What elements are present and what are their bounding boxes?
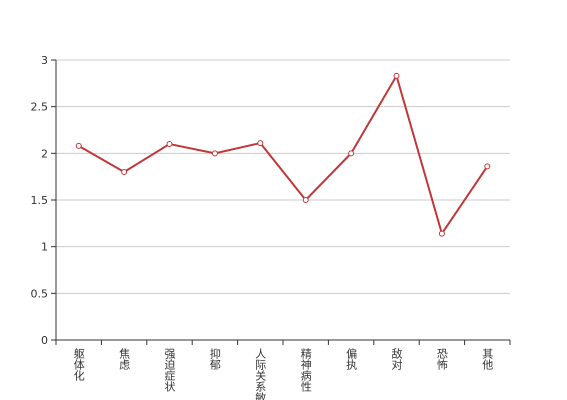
y-tick-label: 3 [41,54,48,67]
x-tick-label: 恐怖 [435,348,448,370]
point [438,230,445,237]
x-tick-label: 其他 [481,348,494,370]
point [302,197,309,203]
y-tick-label: 2 [41,147,48,160]
point [393,72,400,79]
x-tick-label: 焦虑 [118,348,131,370]
x-tick-label: 抑郁 [208,347,221,370]
y-tick-label: 0 [41,334,48,347]
x-tick-label: 敌对 [390,347,403,370]
x-tick-label: 强迫症状 [163,348,176,392]
y-tick-label: 1.5 [31,194,49,207]
point [121,169,128,175]
x-tick-label: 偏执 [345,347,358,371]
x-tick-label: 精神病性 [299,348,312,393]
x-tick-label: 躯体化 [72,348,85,382]
point [348,150,355,157]
point [75,142,82,149]
line [78,73,489,236]
point [166,141,173,147]
point [484,163,491,170]
x-tick-label: 人际关系敏感 [254,348,267,400]
y-tick-label: 1 [41,241,48,254]
y-tick-label: 2.5 [31,101,49,114]
point [211,150,218,157]
y-tick-label: 0.5 [31,287,49,300]
point [257,140,264,147]
